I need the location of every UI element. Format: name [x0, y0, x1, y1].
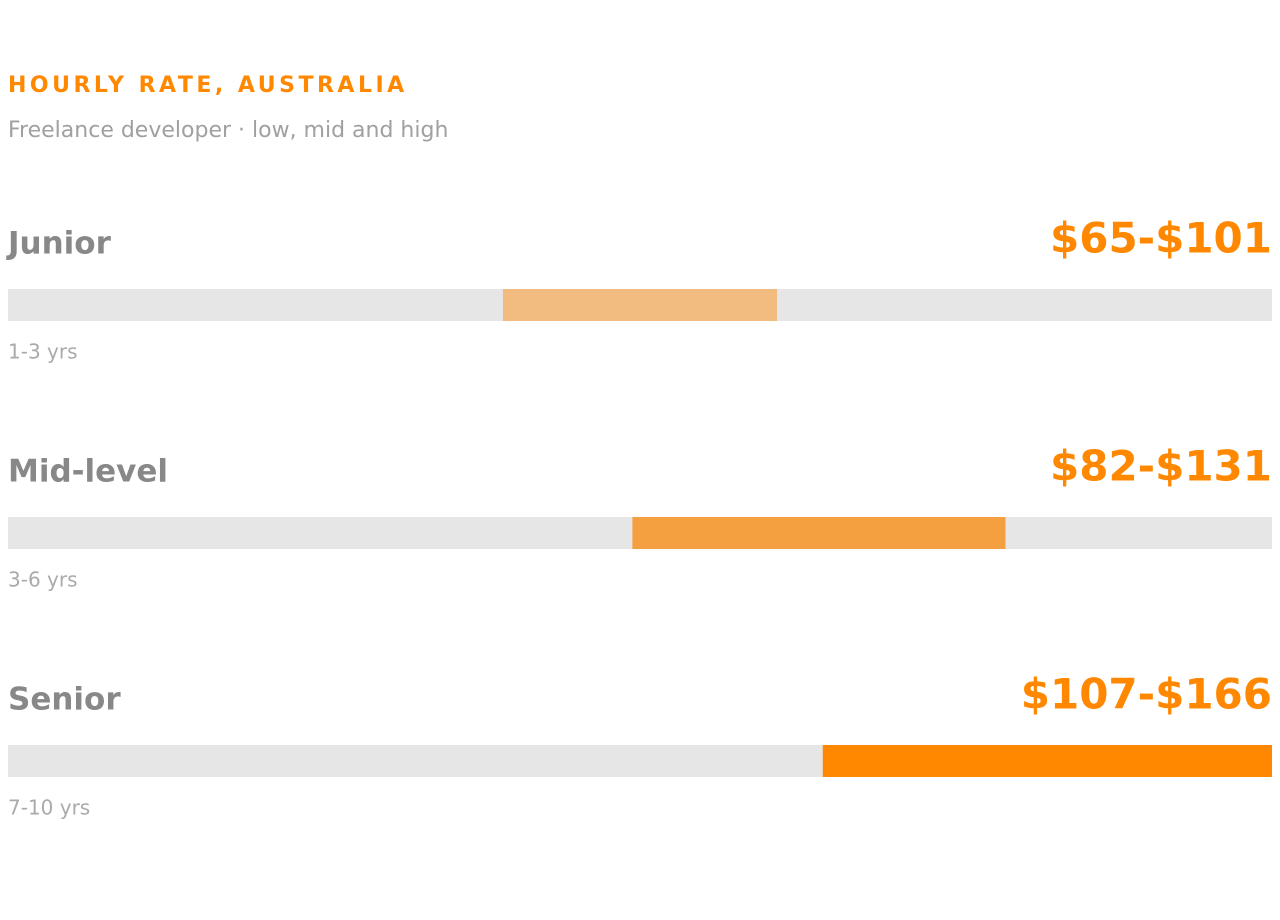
value-label: $107-$166: [1021, 670, 1272, 719]
chart-subtitle: Freelance developer · low, mid and high: [8, 118, 448, 143]
range-bar: [822, 745, 1272, 777]
experience-note: 7-10 yrs: [8, 796, 90, 820]
range-bar: [502, 289, 778, 321]
chart-title: HOURLY RATE, AUSTRALIA: [8, 73, 408, 98]
category-label: Junior: [6, 226, 112, 262]
value-label: $82-$131: [1050, 442, 1272, 491]
experience-note: 3-6 yrs: [8, 568, 78, 592]
category-label: Mid-level: [8, 454, 168, 490]
category-label: Senior: [8, 682, 121, 718]
range-bar: [632, 517, 1006, 549]
value-label: $65-$101: [1050, 214, 1272, 263]
experience-note: 1-3 yrs: [8, 340, 78, 364]
